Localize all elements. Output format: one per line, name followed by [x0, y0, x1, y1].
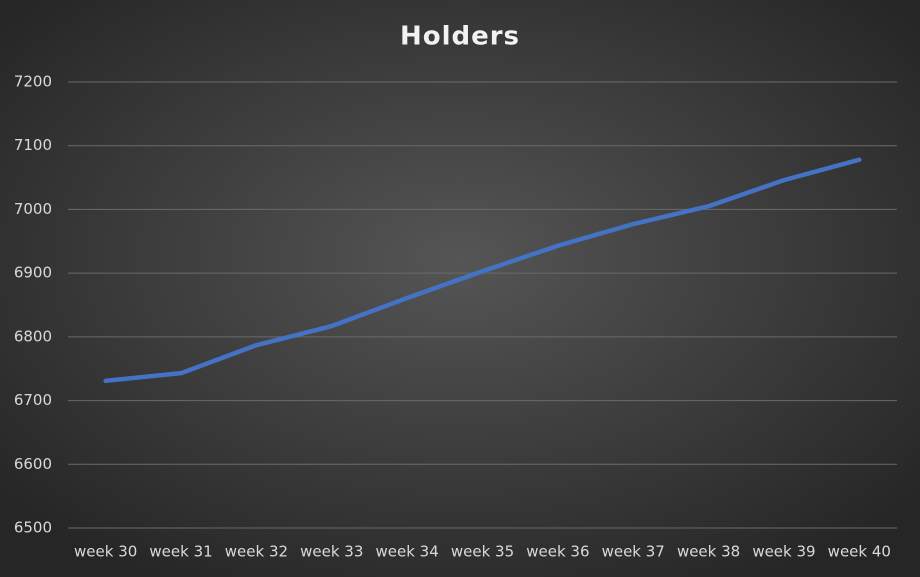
- y-tick-label: 6600: [14, 455, 52, 473]
- x-tick-label: week 36: [526, 543, 589, 561]
- x-tick-label: week 40: [828, 543, 891, 561]
- x-tick-label: week 32: [225, 543, 288, 561]
- x-tick-label: week 37: [602, 543, 665, 561]
- x-tick-label: week 30: [74, 543, 137, 561]
- x-tick-label: week 38: [677, 543, 740, 561]
- x-tick-label: week 33: [300, 543, 363, 561]
- y-tick-label: 6500: [14, 519, 52, 537]
- x-tick-label: week 35: [451, 543, 514, 561]
- chart-title: Holders: [400, 22, 520, 52]
- y-tick-label: 6700: [14, 391, 52, 409]
- y-tick-label: 6800: [14, 327, 52, 345]
- y-tick-label: 6900: [14, 264, 52, 282]
- x-tick-label: week 39: [752, 543, 815, 561]
- x-tick-label: week 31: [149, 543, 212, 561]
- y-tick-label: 7200: [14, 73, 52, 91]
- y-tick-label: 7000: [14, 200, 52, 218]
- x-tick-label: week 34: [375, 543, 438, 561]
- line: [103, 157, 862, 384]
- y-tick-label: 7100: [14, 136, 52, 154]
